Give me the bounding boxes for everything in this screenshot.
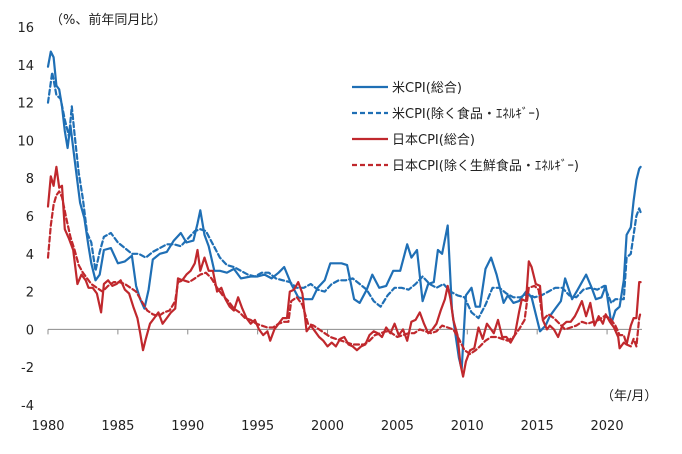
x-tick-label: 2005 xyxy=(381,419,414,434)
x-tick-label: 1985 xyxy=(101,419,134,434)
series-line-3 xyxy=(46,165,642,378)
y-tick-label: -4 xyxy=(21,399,34,414)
series-line-4 xyxy=(46,190,642,356)
x-axis-label: （年/月） xyxy=(601,389,657,404)
legend: 米CPI(総合) 米CPI(除く食品・ｴﾈﾙｷﾞｰ) 日本CPI(総合) 日本CPI(… xyxy=(352,81,579,174)
y-tick-label: 4 xyxy=(26,248,34,263)
x-tick-label: 1980 xyxy=(31,419,64,434)
y-tick-label: 8 xyxy=(26,172,34,187)
x-tick-label: 2020 xyxy=(591,419,624,434)
y-tick-label: 16 xyxy=(17,21,34,36)
legend-label-2: 米CPI(除く食品・ｴﾈﾙｷﾞｰ) xyxy=(392,106,540,122)
y-tick-label: 2 xyxy=(26,286,34,301)
legend-label-4: 日本CPI(除く生鮮食品・ｴﾈﾙｷﾞｰ) xyxy=(392,158,579,174)
x-tick-label: 2010 xyxy=(451,419,484,434)
y-axis-ticks: -4 -2 0 2 4 6 8 10 12 14 16 xyxy=(17,21,34,414)
series-line-1 xyxy=(46,50,642,371)
unit-label: （%、前年同月比） xyxy=(50,12,166,28)
y-tick-label: 6 xyxy=(26,210,34,225)
y-tick-label: 12 xyxy=(17,97,34,112)
x-tick-label: 2000 xyxy=(311,419,344,434)
series-line-2 xyxy=(46,71,642,320)
x-axis-ticks: 1980 1985 1990 1995 2000 2005 2010 2015 2020 xyxy=(31,329,624,434)
series-layer xyxy=(46,50,642,378)
y-tick-label: 0 xyxy=(26,323,34,338)
legend-label-3: 日本CPI(総合) xyxy=(392,133,475,148)
x-tick-label: 1995 xyxy=(241,419,274,434)
y-tick-label: -2 xyxy=(21,361,34,376)
x-tick-label: 1990 xyxy=(171,419,204,434)
y-tick-label: 14 xyxy=(17,59,34,74)
x-tick-label: 2015 xyxy=(521,419,554,434)
legend-label-1: 米CPI(総合) xyxy=(392,81,462,96)
y-tick-label: 10 xyxy=(17,134,34,149)
